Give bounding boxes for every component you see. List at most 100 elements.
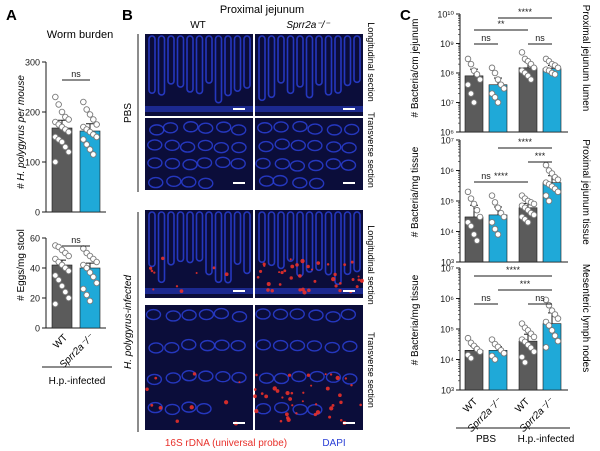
- panel-b-micrographs: Proximal jejunum WT Sprr2a⁻/⁻ PBS H. pol…: [123, 4, 376, 449]
- villus-cross-section: [213, 142, 230, 154]
- bacteria-signal: [152, 288, 155, 291]
- data-point: [58, 282, 66, 290]
- villus-cross-section: [273, 372, 290, 385]
- villus-cross-section: [181, 370, 197, 382]
- villus-cross-section: [272, 339, 289, 352]
- y-tick-label: 10⁴: [440, 355, 454, 365]
- data-point: [500, 350, 508, 357]
- villus-cross-section: [324, 341, 340, 354]
- villus-cross-section: [289, 339, 306, 352]
- villus-outline: [315, 211, 323, 272]
- bar: [79, 130, 101, 213]
- bacteria-signal: [357, 275, 360, 278]
- bacteria-signal: [212, 266, 216, 270]
- data-point: [86, 297, 94, 305]
- data-point: [470, 200, 478, 208]
- bacteria-signal: [295, 412, 298, 415]
- villus-cross-section: [272, 308, 289, 321]
- data-point: [52, 300, 59, 308]
- bacteria-signal: [359, 403, 362, 407]
- villus-outline: [233, 211, 242, 266]
- bacteria-signal: [338, 288, 342, 293]
- data-point: [545, 322, 553, 329]
- villus-cross-section: [273, 121, 289, 133]
- bacteria-signal: [161, 256, 165, 261]
- data-point: [62, 143, 69, 151]
- villus-outline: [315, 35, 323, 86]
- data-point: [65, 252, 72, 260]
- data-point: [52, 158, 59, 166]
- data-point: [554, 64, 562, 72]
- data-point: [500, 213, 508, 221]
- bacteria-signal: [272, 386, 277, 391]
- y-tick-label: 200: [25, 108, 40, 118]
- bacteria-signal: [150, 403, 154, 407]
- data-point: [470, 99, 478, 106]
- bacteria-signal: [260, 392, 264, 395]
- y-tick-label: 10³: [441, 258, 454, 268]
- y-tick-label: 0: [35, 324, 40, 334]
- y-tick-label: 10⁶: [440, 294, 454, 304]
- bacteria-signal: [149, 266, 153, 270]
- bacteria-signal: [344, 377, 347, 380]
- bacteria-signal: [253, 394, 257, 399]
- villus-outline: [148, 211, 156, 268]
- villus-cross-section: [196, 402, 212, 415]
- villus-outline: [176, 211, 185, 263]
- bacteria-signal: [192, 372, 197, 376]
- y-tick-label: 10⁷: [441, 98, 454, 108]
- data-point: [90, 273, 97, 281]
- villus-cross-section: [197, 122, 214, 134]
- data-point: [545, 197, 553, 205]
- villus-cross-section: [289, 308, 305, 320]
- a-group-label: H.p.-infected: [49, 376, 106, 387]
- villus-cross-section: [181, 338, 197, 351]
- villus-cross-section: [148, 176, 164, 189]
- bacteria-signal: [195, 271, 198, 275]
- y-tick-label: 10⁴: [440, 227, 454, 237]
- significance-label: ***: [520, 279, 531, 289]
- y-tick-label: 300: [25, 58, 40, 68]
- bacteria-signal: [325, 386, 330, 391]
- villus-cross-section: [145, 308, 162, 321]
- panel-a-bottom-chart: # Eggs/mg stool 0 20 40 60 ns: [16, 229, 106, 334]
- villus-cross-section: [214, 339, 230, 351]
- bacteria-signal: [350, 260, 354, 264]
- bacteria-signal: [175, 285, 179, 288]
- villus-cross-section: [230, 157, 246, 170]
- data-point: [62, 288, 69, 296]
- villus-outline: [186, 211, 194, 264]
- bacteria-signal: [266, 288, 270, 292]
- villus-cross-section: [291, 370, 307, 383]
- bacteria-signal: [278, 283, 282, 286]
- b-title: Proximal jejunum: [220, 4, 304, 16]
- villus-outline: [157, 35, 166, 96]
- bacteria-signal: [279, 419, 283, 423]
- villus-cross-section: [198, 308, 215, 321]
- b-legend-stain: DAPI: [322, 438, 345, 449]
- bacteria-signal: [291, 404, 294, 407]
- villus-cross-section: [257, 122, 273, 134]
- y-tick-label: 10⁶: [440, 128, 454, 138]
- bacteria-signal: [301, 287, 305, 292]
- villus-cross-section: [326, 124, 343, 136]
- data-point: [548, 327, 556, 334]
- villus-outline: [324, 35, 333, 96]
- villus-outline: [305, 211, 314, 273]
- villus-outline: [195, 35, 204, 95]
- bacteria-signal: [266, 282, 271, 287]
- bacteria-signal: [333, 272, 337, 277]
- y-tick-label: 0: [35, 208, 40, 218]
- bacteria-signal: [286, 417, 291, 423]
- chart-a-bottom-ylabel: # Eggs/mg stool: [16, 229, 27, 301]
- data-point: [518, 49, 526, 56]
- data-point: [65, 116, 72, 123]
- bacteria-signal: [275, 389, 280, 393]
- villus-cross-section: [213, 307, 230, 320]
- data-point: [93, 258, 100, 266]
- villus-outline: [195, 211, 204, 262]
- a-xlabel-wt: WT: [51, 332, 70, 351]
- bacteria-signal: [256, 275, 260, 279]
- significance-label: ****: [506, 265, 521, 275]
- villus-cross-section: [325, 158, 342, 170]
